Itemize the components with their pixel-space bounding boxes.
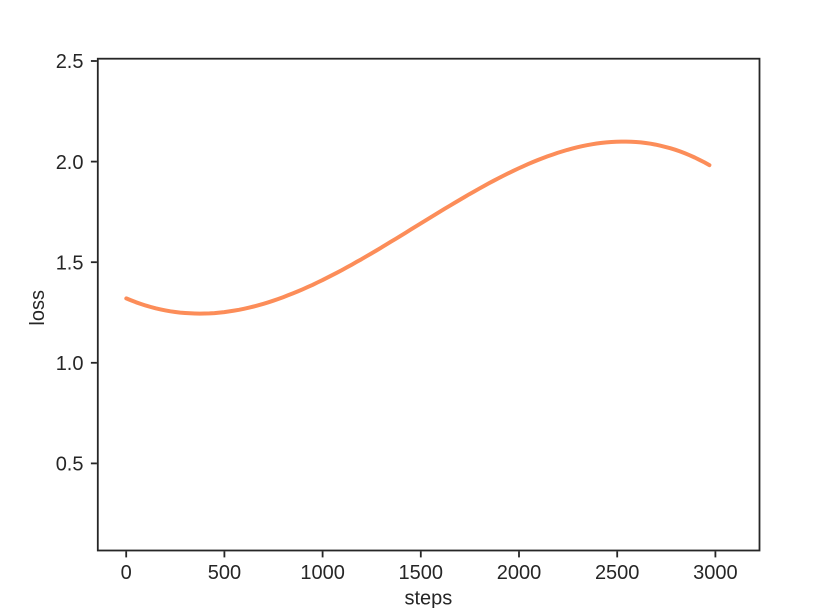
svg-text:0: 0 xyxy=(121,562,132,584)
svg-text:1.5: 1.5 xyxy=(56,252,84,274)
svg-text:2.0: 2.0 xyxy=(56,152,84,174)
svg-text:1000: 1000 xyxy=(300,562,345,584)
svg-text:3000: 3000 xyxy=(693,562,738,584)
svg-text:2500: 2500 xyxy=(595,562,640,584)
svg-text:steps: steps xyxy=(404,587,452,608)
svg-text:2000: 2000 xyxy=(497,562,542,584)
svg-text:loss: loss xyxy=(27,290,49,326)
svg-text:0.5: 0.5 xyxy=(56,454,84,476)
svg-text:1.0: 1.0 xyxy=(56,353,84,375)
svg-text:500: 500 xyxy=(208,562,241,584)
svg-text:2.5: 2.5 xyxy=(56,51,84,73)
svg-text:1500: 1500 xyxy=(399,562,444,584)
